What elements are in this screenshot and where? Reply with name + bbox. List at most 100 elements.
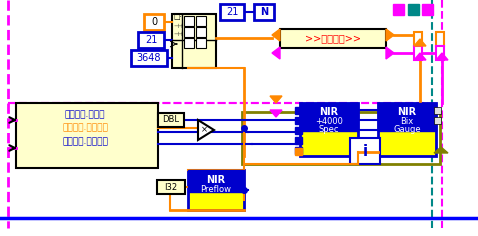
Polygon shape — [386, 47, 394, 59]
Bar — [455, 228, 462, 236]
Text: I32: I32 — [164, 182, 177, 191]
Bar — [28, 228, 35, 236]
Bar — [254, 4, 274, 20]
Bar — [189, 228, 196, 236]
Bar — [138, 32, 164, 48]
Polygon shape — [198, 120, 214, 140]
Text: DBL: DBL — [163, 115, 180, 125]
Bar — [295, 137, 302, 144]
Polygon shape — [270, 110, 282, 117]
Bar — [184, 16, 194, 26]
Bar — [295, 117, 302, 124]
Polygon shape — [414, 53, 426, 60]
Text: 21: 21 — [145, 35, 157, 45]
Bar — [144, 14, 164, 30]
Text: N: N — [260, 7, 268, 17]
Bar — [7, 228, 14, 236]
Bar — [112, 228, 119, 236]
Bar — [378, 228, 385, 236]
Text: ⊣⊣: ⊣⊣ — [173, 24, 183, 29]
Bar — [21, 228, 28, 236]
Text: i: i — [362, 143, 368, 159]
Bar — [182, 228, 189, 236]
Bar — [56, 228, 63, 236]
Bar — [280, 29, 386, 48]
Bar — [378, 103, 436, 131]
Bar — [184, 27, 194, 37]
Bar — [220, 4, 244, 20]
Bar — [266, 228, 273, 236]
Bar — [126, 228, 133, 236]
Polygon shape — [386, 29, 394, 41]
Bar — [420, 0, 478, 228]
Bar — [175, 228, 182, 236]
Bar — [158, 113, 184, 127]
Bar — [238, 228, 245, 236]
Bar — [49, 228, 56, 236]
Bar — [196, 228, 203, 236]
Bar — [0, 228, 7, 236]
Bar — [203, 228, 210, 236]
Bar — [300, 103, 358, 131]
Bar — [371, 228, 378, 236]
Bar — [364, 228, 371, 236]
Bar — [217, 228, 224, 236]
Text: 21: 21 — [226, 7, 238, 17]
Bar — [287, 228, 294, 236]
Bar — [308, 228, 315, 236]
Bar — [16, 103, 158, 168]
Text: ×: × — [200, 126, 207, 135]
Bar — [210, 228, 217, 236]
Bar — [393, 4, 404, 15]
Bar — [91, 228, 98, 236]
Bar — [350, 138, 380, 164]
Bar — [14, 228, 21, 236]
Bar — [336, 228, 343, 236]
Bar — [63, 228, 70, 236]
Bar — [188, 170, 244, 210]
Text: Spec: Spec — [319, 126, 339, 135]
Bar — [154, 228, 161, 236]
Bar — [98, 228, 105, 236]
Bar — [196, 38, 206, 48]
Bar — [476, 228, 478, 236]
Bar — [434, 228, 441, 236]
Polygon shape — [272, 29, 280, 41]
Bar — [448, 228, 455, 236]
Polygon shape — [436, 53, 448, 60]
Text: +4000: +4000 — [315, 117, 343, 126]
Bar — [414, 46, 422, 60]
Polygon shape — [270, 96, 282, 103]
Text: 上次設定.資料起點: 上次設定.資料起點 — [62, 138, 108, 147]
Text: NIR: NIR — [319, 107, 338, 117]
Bar — [35, 228, 42, 236]
Bar — [436, 32, 444, 46]
Bar — [70, 228, 77, 236]
Bar — [322, 228, 329, 236]
Polygon shape — [272, 47, 280, 59]
Text: NIR: NIR — [397, 107, 416, 117]
Bar — [168, 228, 175, 236]
Bar — [131, 50, 167, 66]
Bar — [188, 170, 244, 192]
Bar — [300, 103, 358, 156]
Bar — [184, 38, 194, 48]
Bar — [224, 228, 231, 236]
Bar — [469, 228, 476, 236]
Polygon shape — [414, 39, 426, 46]
Bar — [161, 228, 168, 236]
Bar — [434, 107, 441, 114]
Bar — [245, 228, 252, 236]
Bar — [295, 107, 302, 114]
Bar — [157, 180, 185, 194]
Text: Gauge: Gauge — [393, 126, 421, 135]
Bar — [196, 16, 206, 26]
Bar — [133, 228, 140, 236]
Text: Bix: Bix — [401, 117, 413, 126]
Text: >>白板暫存>>: >>白板暫存>> — [305, 33, 361, 43]
Text: 検測参數.曝光値: 検測参數.曝光値 — [65, 110, 105, 119]
Bar — [259, 228, 266, 236]
Bar — [273, 228, 280, 236]
Bar — [301, 228, 308, 236]
Bar — [385, 228, 392, 236]
